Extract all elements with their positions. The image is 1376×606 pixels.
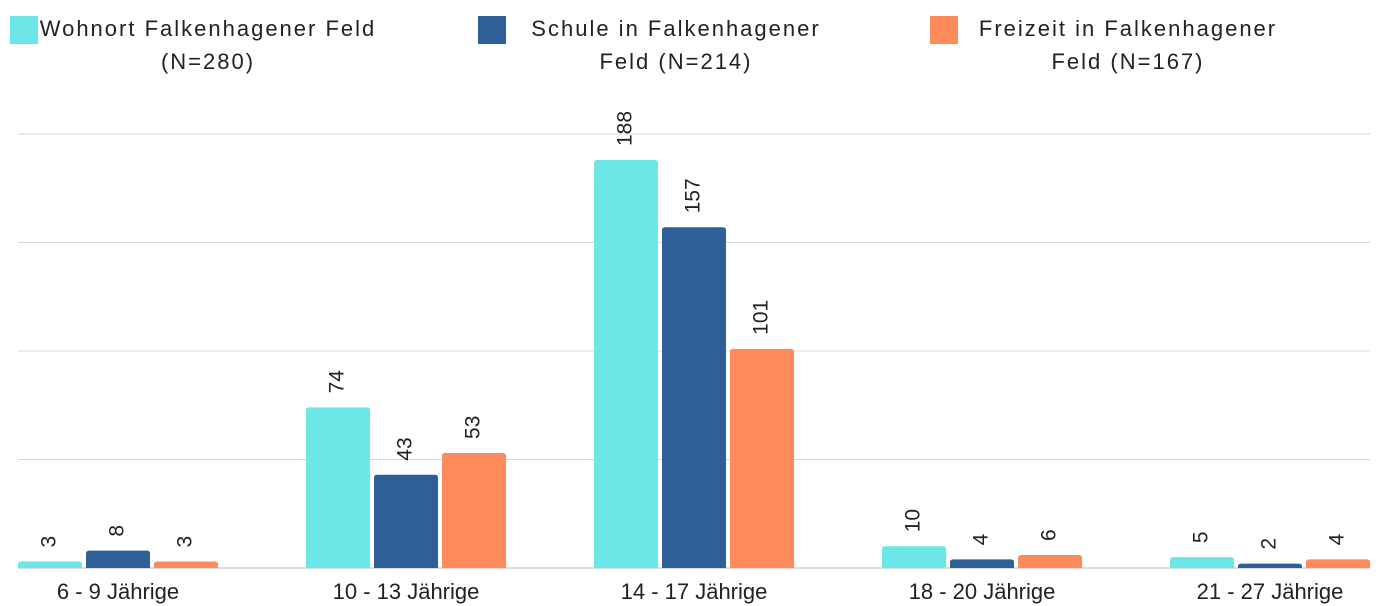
bar (882, 546, 946, 568)
bar (594, 160, 658, 569)
value-label: 188 (614, 111, 637, 146)
legend-label: Schule in Falkenhagener Feld (N=214) (531, 16, 821, 74)
bar (154, 561, 218, 568)
x-tick-label: 6 - 9 Jährige (57, 579, 179, 604)
legend-item: Wohnort Falkenhagener Feld (N=280) (10, 12, 378, 78)
legend-label: Freizeit in Falkenhagener Feld (N=167) (978, 16, 1278, 74)
value-label: 6 (1038, 529, 1061, 541)
bar (86, 550, 150, 568)
bar (1018, 554, 1082, 568)
value-label: 43 (394, 437, 417, 460)
legend-swatch (478, 16, 506, 44)
bar (730, 348, 794, 568)
value-label: 53 (462, 416, 485, 439)
legend-swatch (930, 16, 958, 44)
x-tick-label: 18 - 20 Jährige (909, 579, 1056, 604)
value-label: 3 (174, 536, 197, 548)
value-label: 3 (38, 536, 61, 548)
legend-swatch (10, 16, 38, 44)
legend-item: Freizeit in Falkenhagener Feld (N=167) (930, 12, 1298, 78)
bar (1306, 559, 1370, 568)
value-label: 4 (970, 533, 993, 545)
bar (1170, 557, 1234, 568)
legend-item: Schule in Falkenhagener Feld (N=214) (478, 12, 846, 78)
bar (306, 407, 370, 568)
value-label: 8 (106, 525, 129, 537)
bar (18, 561, 82, 568)
x-tick-label: 10 - 13 Jährige (333, 579, 480, 604)
x-tick-label: 21 - 27 Jährige (1197, 579, 1344, 604)
bar (662, 227, 726, 568)
bar (442, 452, 506, 568)
value-label: 4 (1326, 533, 1349, 545)
value-label: 74 (326, 370, 349, 394)
value-label: 2 (1258, 538, 1281, 550)
bar (1238, 563, 1302, 568)
value-label: 157 (682, 178, 705, 213)
bar (374, 474, 438, 568)
bar (950, 559, 1014, 568)
legend-label: Wohnort Falkenhagener Feld (N=280) (39, 16, 377, 74)
value-label: 101 (750, 300, 773, 335)
value-label: 10 (902, 509, 925, 532)
x-tick-label: 14 - 17 Jährige (621, 579, 768, 604)
value-label: 5 (1190, 531, 1213, 543)
